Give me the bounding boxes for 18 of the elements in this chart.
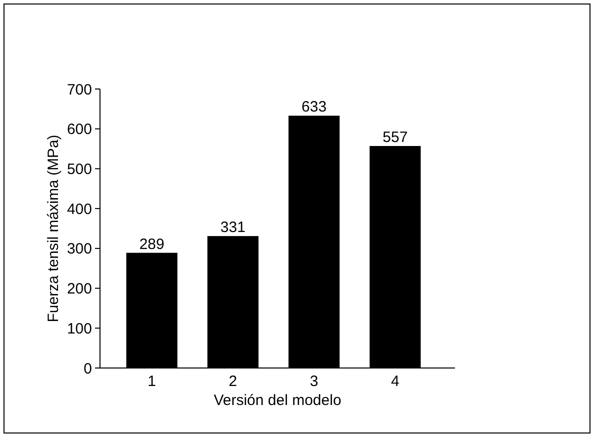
data-label: 331 — [220, 219, 246, 236]
x-axis-title: Versión del modelo — [214, 392, 342, 409]
y-tick-label: 100 — [66, 320, 92, 338]
x-tick-label: 2 — [228, 373, 238, 390]
x-tick-label: 4 — [391, 373, 400, 390]
data-label: 557 — [382, 128, 408, 146]
y-tick-label: 700 — [66, 81, 92, 98]
y-tick-label: 500 — [66, 160, 92, 178]
y-axis-title: Fuerza tensil máxima (MPa) — [45, 134, 62, 322]
y-tick-label: 400 — [66, 200, 92, 218]
y-tick-label: 300 — [66, 240, 92, 258]
data-label: 633 — [302, 98, 327, 116]
x-tick-label: 3 — [310, 373, 318, 390]
data-label: 289 — [139, 236, 164, 253]
x-tick-label: 1 — [148, 373, 156, 390]
y-tick-label: 600 — [66, 121, 92, 138]
y-tick-label: 0 — [84, 360, 92, 378]
y-tick-label: 200 — [66, 280, 92, 298]
